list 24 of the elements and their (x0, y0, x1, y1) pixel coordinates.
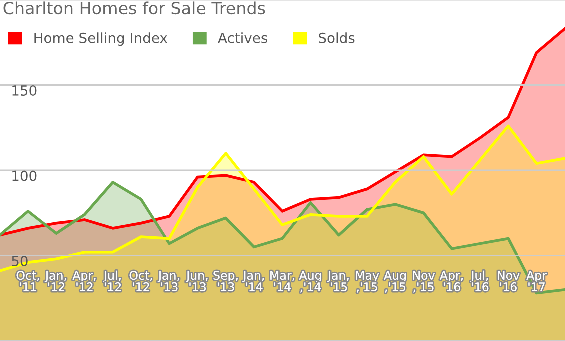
x-tick-label: Nov '16 (498, 271, 520, 292)
x-tick-label: Aug ,'14 (299, 271, 322, 293)
x-tick-label: Jan, '12 (44, 271, 66, 292)
x-tick-label: Sep, '13 (214, 271, 238, 292)
legend-label: Actives (218, 32, 268, 44)
x-tick-label: Jan, '15 (327, 271, 349, 292)
x-tick-label: Apr, '16 (440, 271, 463, 292)
x-tick-label: Jan, '13 (158, 271, 180, 292)
x-tick-label: Jul, '16 (470, 270, 489, 292)
legend-label: Solds (319, 32, 355, 44)
x-tick-label: Aug ,'15 (384, 271, 406, 293)
x-tick-label: Mar, '14 (270, 271, 294, 292)
x-tick-label: Jul, '12 (103, 270, 121, 292)
x-tick-label: Nov ,'15 (413, 271, 435, 293)
x-tick-label: Jun, '13 (186, 271, 208, 292)
chart-title: Charlton Homes for Sale Trends (4, 2, 266, 15)
x-tick-label: May ,'15 (356, 271, 380, 293)
y-tick-label: 150 (12, 85, 37, 96)
y-tick-label: 100 (12, 170, 37, 182)
x-tick-label: Oct, '11 (16, 271, 40, 292)
x-tick-label: Jan, '14 (242, 271, 264, 292)
legend-label: Home Selling Index (34, 32, 168, 46)
x-tick-label: Apr, '12 (72, 271, 96, 292)
x-tick-label: Oct, '12 (130, 271, 152, 292)
